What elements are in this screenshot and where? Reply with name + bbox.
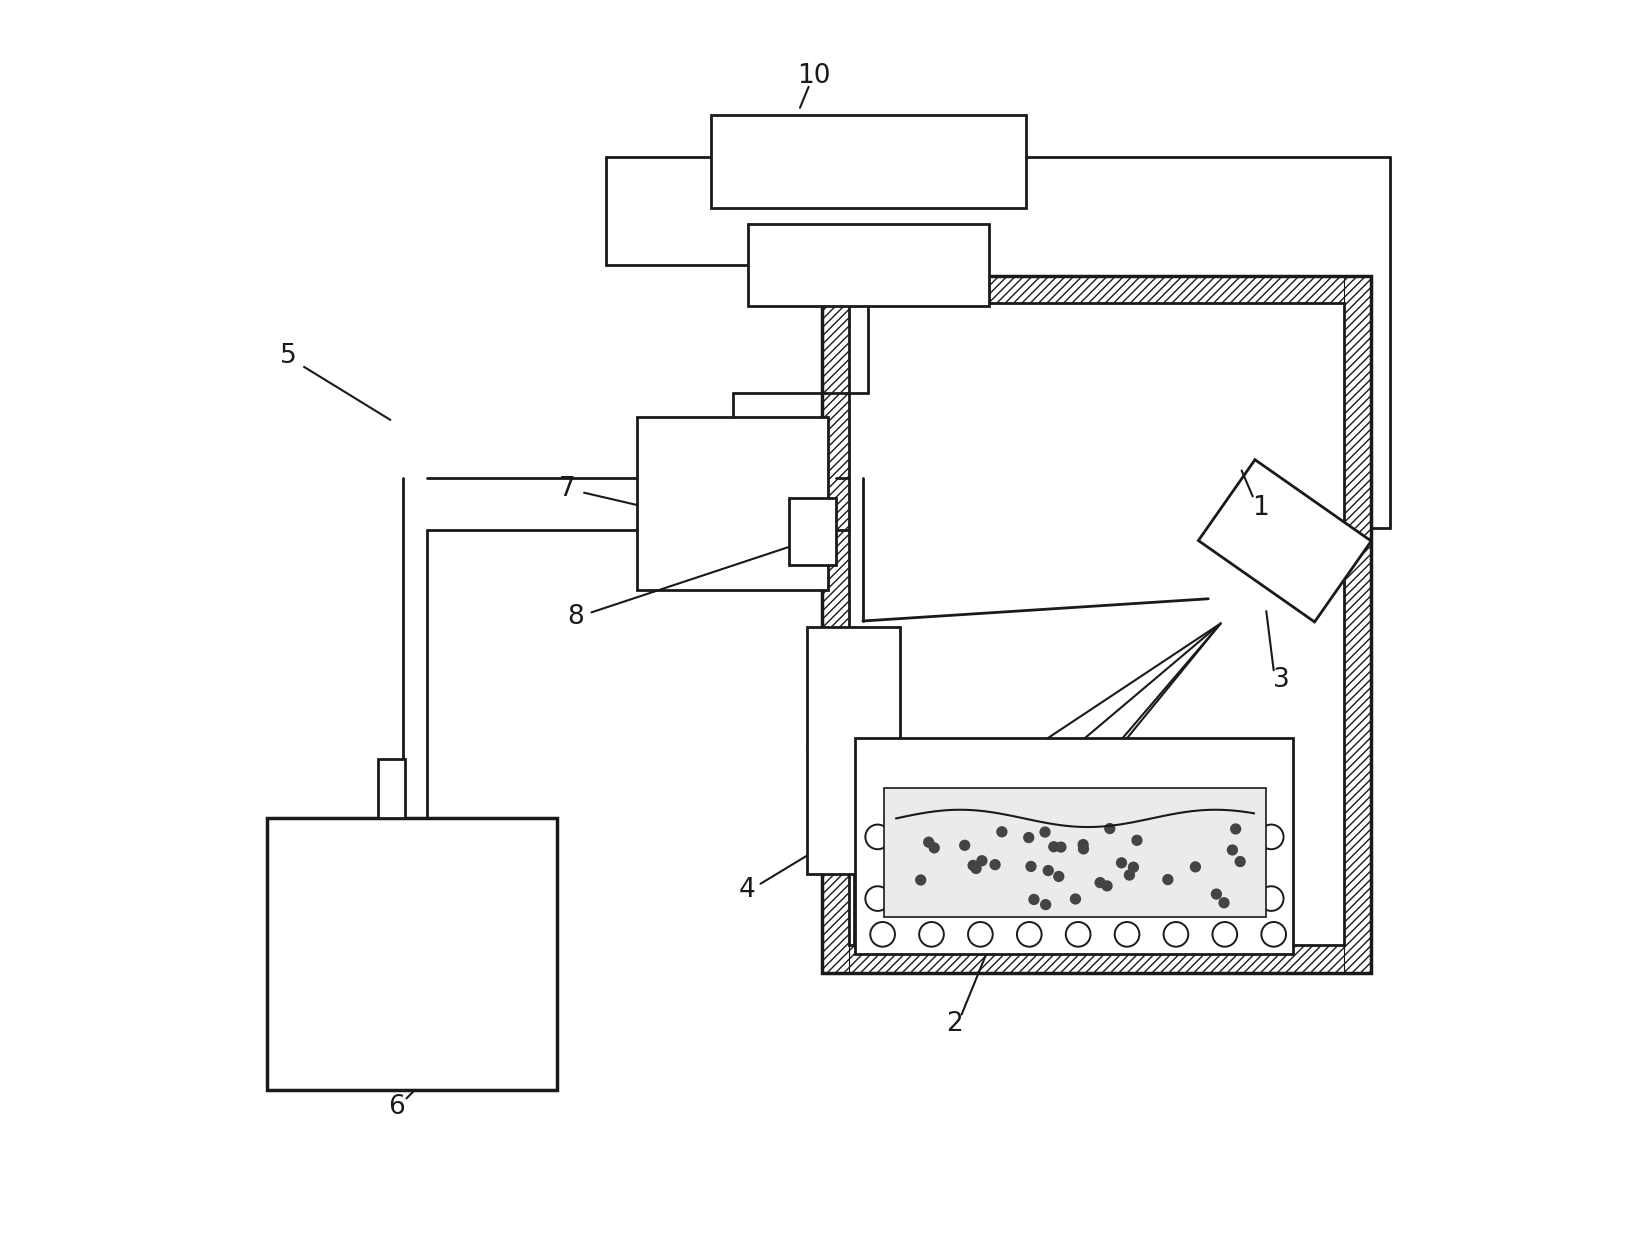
Circle shape xyxy=(960,841,969,851)
Circle shape xyxy=(1116,858,1126,868)
Circle shape xyxy=(991,859,1000,869)
Circle shape xyxy=(1211,889,1221,899)
Circle shape xyxy=(1043,866,1053,876)
Bar xyxy=(885,787,1266,917)
Circle shape xyxy=(1102,881,1111,891)
Circle shape xyxy=(968,861,978,871)
Circle shape xyxy=(1105,823,1115,833)
Text: 4: 4 xyxy=(739,877,756,903)
Text: 3: 3 xyxy=(1273,667,1289,693)
Circle shape xyxy=(1128,862,1139,872)
Bar xyxy=(823,945,1371,972)
Circle shape xyxy=(1213,922,1237,946)
Text: 8: 8 xyxy=(566,605,584,630)
Circle shape xyxy=(1049,842,1059,852)
Text: 5: 5 xyxy=(279,343,297,369)
Circle shape xyxy=(919,922,943,946)
Bar xyxy=(849,303,1345,945)
Circle shape xyxy=(968,922,992,946)
Circle shape xyxy=(1190,862,1201,872)
Text: 2: 2 xyxy=(947,1011,963,1037)
Circle shape xyxy=(1164,922,1188,946)
Circle shape xyxy=(1227,845,1237,854)
Circle shape xyxy=(971,863,981,873)
Bar xyxy=(855,738,1294,954)
Bar xyxy=(1198,460,1371,622)
Circle shape xyxy=(1258,825,1283,850)
Bar xyxy=(788,498,836,565)
Circle shape xyxy=(1079,845,1089,853)
Circle shape xyxy=(1066,922,1090,946)
Circle shape xyxy=(1124,871,1134,881)
Circle shape xyxy=(1041,899,1051,909)
Circle shape xyxy=(1071,894,1080,904)
Bar xyxy=(268,818,557,1089)
Circle shape xyxy=(870,922,894,946)
Circle shape xyxy=(1023,832,1033,842)
Bar xyxy=(823,276,1371,303)
Circle shape xyxy=(929,843,938,853)
Circle shape xyxy=(1258,887,1283,910)
Circle shape xyxy=(1231,823,1240,833)
Bar xyxy=(823,276,849,972)
Circle shape xyxy=(865,887,889,910)
Circle shape xyxy=(1027,862,1036,872)
Circle shape xyxy=(1054,872,1064,882)
Bar xyxy=(849,303,1345,945)
Bar xyxy=(379,759,405,818)
Circle shape xyxy=(997,827,1007,837)
Circle shape xyxy=(916,876,925,884)
Bar xyxy=(636,417,829,590)
Circle shape xyxy=(1040,827,1049,837)
Text: 1: 1 xyxy=(1252,494,1268,520)
Circle shape xyxy=(1262,922,1286,946)
Text: 7: 7 xyxy=(558,476,574,502)
Circle shape xyxy=(1095,878,1105,888)
Bar xyxy=(808,627,899,874)
Circle shape xyxy=(865,825,889,850)
Circle shape xyxy=(1115,922,1139,946)
Circle shape xyxy=(978,856,987,866)
Circle shape xyxy=(1133,836,1142,846)
Circle shape xyxy=(1056,842,1066,852)
Text: 10: 10 xyxy=(796,62,831,88)
Circle shape xyxy=(1219,898,1229,908)
Circle shape xyxy=(1079,840,1089,850)
Bar xyxy=(712,116,1027,207)
Bar xyxy=(747,224,989,307)
Bar xyxy=(1345,276,1371,972)
Circle shape xyxy=(1017,922,1041,946)
Text: 6: 6 xyxy=(388,1094,405,1120)
Circle shape xyxy=(1030,894,1040,904)
Bar xyxy=(823,276,1371,972)
Circle shape xyxy=(1235,857,1245,867)
Circle shape xyxy=(924,837,934,847)
Circle shape xyxy=(1164,874,1173,884)
